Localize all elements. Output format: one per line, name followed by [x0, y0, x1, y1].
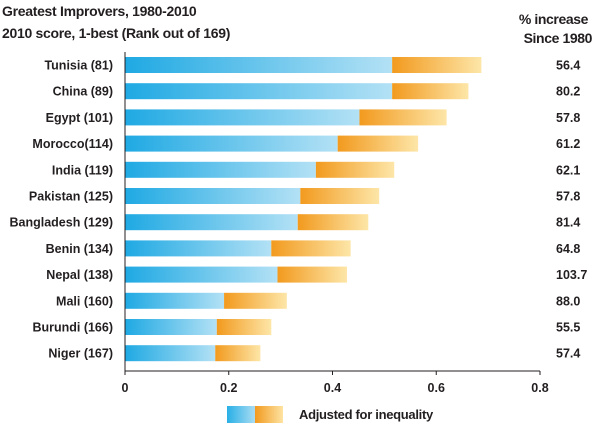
- category-label: Benin (134): [46, 242, 113, 256]
- category-labels: Tunisia (81) China (89) Egypt (101) Morocco…: [9, 59, 113, 361]
- bar-remainder: [224, 292, 287, 309]
- bar-adjusted: [125, 135, 338, 152]
- category-label: Bangladesh (129): [9, 216, 113, 230]
- category-label: Morocco(114): [32, 137, 113, 151]
- legend-swatch-orange: [255, 405, 283, 423]
- x-tick-label: 0.4: [324, 381, 341, 395]
- chart-title: Greatest Improvers, 1980-2010: [2, 3, 197, 19]
- category-label: Burundi (166): [32, 321, 113, 335]
- legend-swatch: [227, 405, 283, 423]
- x-tick-label: 0.8: [531, 381, 548, 395]
- bar-remainder: [315, 161, 395, 178]
- bar-adjusted: [125, 57, 393, 73]
- bar-remainder: [392, 57, 482, 73]
- pct-increase-subheader: Since 1980: [523, 30, 592, 46]
- pct-increase-header: % increase: [518, 11, 589, 27]
- bar-adjusted: [125, 345, 216, 362]
- category-label: China (89): [53, 85, 113, 99]
- pct-increase-value: 64.8: [556, 242, 580, 256]
- legend-label: Adjusted for inequality: [299, 406, 433, 422]
- bar-remainder: [277, 266, 348, 283]
- chart-subtitle: 2010 score, 1-best (Rank out of 169): [2, 25, 231, 41]
- bar-remainder: [215, 345, 261, 362]
- x-tick-label: 0: [122, 381, 129, 395]
- category-label: Nepal (138): [46, 268, 113, 282]
- x-tick-label: 0.2: [220, 381, 237, 395]
- category-label: Mali (160): [56, 294, 113, 308]
- pct-increase-value: 103.7: [556, 268, 587, 282]
- pct-increase-value: 88.0: [556, 294, 580, 308]
- bar-remainder: [392, 83, 469, 100]
- pct-increase-value: 57.4: [556, 347, 580, 361]
- bar-chart: Tunisia (81) China (89) Egypt (101) Morocco…: [9, 52, 587, 395]
- category-label: India (119): [52, 163, 113, 177]
- bar-remainder: [300, 188, 380, 204]
- bar-remainder: [297, 214, 369, 231]
- pct-increase-value: 81.4: [556, 216, 580, 230]
- bar-adjusted: [125, 214, 298, 231]
- bars-group: [125, 57, 482, 362]
- bar-adjusted: [125, 319, 217, 335]
- pct-increase-value: 62.1: [556, 163, 580, 177]
- legend: Adjusted for inequality: [227, 405, 433, 423]
- bar-adjusted: [125, 292, 225, 309]
- bar-remainder: [337, 135, 419, 152]
- category-label: Tunisia (81): [44, 59, 113, 73]
- bar-remainder: [359, 109, 447, 126]
- bar-adjusted: [125, 188, 301, 204]
- bar-adjusted: [125, 266, 278, 283]
- pct-increase-value: 56.4: [556, 59, 580, 73]
- bar-remainder: [271, 240, 351, 257]
- x-axis: 0 0.2 0.4 0.6 0.8: [122, 52, 549, 395]
- pct-increase-value: 57.8: [556, 190, 580, 204]
- bar-adjusted: [125, 240, 272, 257]
- pct-increase-value: 55.5: [556, 321, 580, 335]
- bar-adjusted: [125, 161, 316, 178]
- pct-increase-value: 80.2: [556, 85, 580, 99]
- legend-swatch-blue: [227, 405, 255, 423]
- category-label: Niger (167): [48, 347, 113, 361]
- bar-remainder: [216, 319, 272, 335]
- bar-adjusted: [125, 109, 360, 126]
- category-label: Egypt (101): [46, 111, 113, 125]
- bar-adjusted: [125, 83, 393, 100]
- pct-increase-labels: 56.4 80.2 57.8 61.2 62.1 57.8 81.4 64.8 103.7 88.…: [556, 59, 587, 361]
- category-label: Pakistan (125): [29, 190, 113, 204]
- pct-increase-value: 61.2: [556, 137, 580, 151]
- pct-increase-value: 57.8: [556, 111, 580, 125]
- x-tick-label: 0.6: [428, 381, 445, 395]
